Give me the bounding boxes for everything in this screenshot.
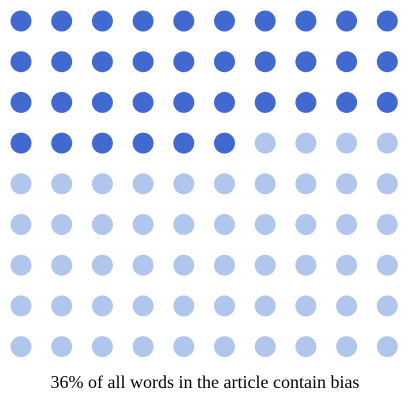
waffle-dot-bias	[214, 132, 235, 154]
waffle-dot-bias	[376, 51, 398, 73]
waffle-dot-no-bias	[214, 295, 235, 317]
waffle-dot-no-bias	[10, 336, 32, 358]
waffle-dot-bias	[336, 10, 358, 32]
waffle-dot-bias	[173, 51, 195, 73]
waffle-dot-no-bias	[336, 132, 358, 154]
waffle-dot-bias	[173, 10, 195, 32]
waffle-dot-no-bias	[295, 295, 317, 317]
waffle-dot-no-bias	[254, 254, 276, 276]
waffle-dot-no-bias	[173, 336, 195, 358]
waffle-dot-bias	[51, 51, 73, 73]
waffle-dot-bias	[214, 51, 235, 73]
waffle-dot-no-bias	[51, 254, 73, 276]
waffle-dot-no-bias	[254, 336, 276, 358]
waffle-dot-bias	[132, 91, 154, 113]
waffle-dot-bias	[376, 10, 398, 32]
waffle-dot-no-bias	[132, 214, 154, 235]
waffle-dot-no-bias	[214, 336, 235, 358]
waffle-dot-no-bias	[295, 132, 317, 154]
waffle-dot-no-bias	[376, 254, 398, 276]
waffle-dot-no-bias	[295, 214, 317, 235]
waffle-dot-no-bias	[336, 214, 358, 235]
waffle-dot-no-bias	[91, 254, 113, 276]
waffle-dot-no-bias	[91, 336, 113, 358]
waffle-dot-bias	[91, 10, 113, 32]
waffle-dot-no-bias	[254, 214, 276, 235]
waffle-dot-bias	[376, 91, 398, 113]
waffle-dot-no-bias	[214, 214, 235, 235]
waffle-dot-no-bias	[132, 295, 154, 317]
waffle-dot-no-bias	[376, 173, 398, 195]
waffle-dot-no-bias	[51, 336, 73, 358]
waffle-dot-no-bias	[173, 173, 195, 195]
waffle-dot-bias	[10, 10, 32, 32]
waffle-dot-no-bias	[91, 173, 113, 195]
waffle-dot-bias	[51, 91, 73, 113]
waffle-dot-bias	[173, 91, 195, 113]
waffle-dot-bias	[10, 132, 32, 154]
waffle-dot-no-bias	[295, 336, 317, 358]
waffle-dot-no-bias	[51, 295, 73, 317]
waffle-dot-no-bias	[254, 295, 276, 317]
waffle-dot-no-bias	[376, 295, 398, 317]
waffle-dot-no-bias	[10, 214, 32, 235]
waffle-dot-no-bias	[376, 132, 398, 154]
waffle-chart	[10, 10, 398, 358]
waffle-dot-bias	[132, 10, 154, 32]
waffle-dot-no-bias	[91, 295, 113, 317]
waffle-dot-bias	[132, 51, 154, 73]
waffle-dot-bias	[254, 91, 276, 113]
waffle-dot-bias	[336, 51, 358, 73]
waffle-dot-no-bias	[214, 254, 235, 276]
waffle-dot-no-bias	[91, 214, 113, 235]
waffle-dot-no-bias	[295, 173, 317, 195]
waffle-dot-no-bias	[10, 173, 32, 195]
waffle-dot-bias	[214, 91, 235, 113]
waffle-dot-no-bias	[132, 336, 154, 358]
waffle-dot-no-bias	[132, 254, 154, 276]
waffle-dot-bias	[10, 51, 32, 73]
waffle-dot-no-bias	[173, 254, 195, 276]
waffle-dot-no-bias	[254, 132, 276, 154]
waffle-dot-bias	[51, 10, 73, 32]
waffle-dot-no-bias	[376, 336, 398, 358]
waffle-dot-no-bias	[51, 173, 73, 195]
waffle-dot-bias	[336, 91, 358, 113]
waffle-dot-no-bias	[336, 295, 358, 317]
waffle-dot-no-bias	[10, 295, 32, 317]
chart-caption: 36% of all words in the article contain …	[50, 372, 360, 392]
waffle-dot-no-bias	[51, 214, 73, 235]
waffle-dot-no-bias	[295, 254, 317, 276]
waffle-dot-bias	[254, 10, 276, 32]
waffle-dot-bias	[91, 91, 113, 113]
waffle-dot-no-bias	[336, 173, 358, 195]
waffle-dot-bias	[51, 132, 73, 154]
waffle-dot-bias	[132, 132, 154, 154]
waffle-dot-no-bias	[132, 173, 154, 195]
waffle-dot-no-bias	[336, 254, 358, 276]
waffle-dot-no-bias	[336, 336, 358, 358]
waffle-dot-bias	[295, 51, 317, 73]
waffle-dot-no-bias	[376, 214, 398, 235]
waffle-dot-bias	[91, 51, 113, 73]
waffle-dot-no-bias	[254, 173, 276, 195]
waffle-dot-no-bias	[173, 214, 195, 235]
waffle-dot-bias	[91, 132, 113, 154]
waffle-dot-bias	[173, 132, 195, 154]
waffle-dot-no-bias	[173, 295, 195, 317]
waffle-dot-bias	[254, 51, 276, 73]
waffle-dot-bias	[10, 91, 32, 113]
waffle-dot-bias	[214, 10, 235, 32]
waffle-dot-no-bias	[214, 173, 235, 195]
waffle-dot-no-bias	[10, 254, 32, 276]
waffle-dot-bias	[295, 91, 317, 113]
waffle-dot-bias	[295, 10, 317, 32]
